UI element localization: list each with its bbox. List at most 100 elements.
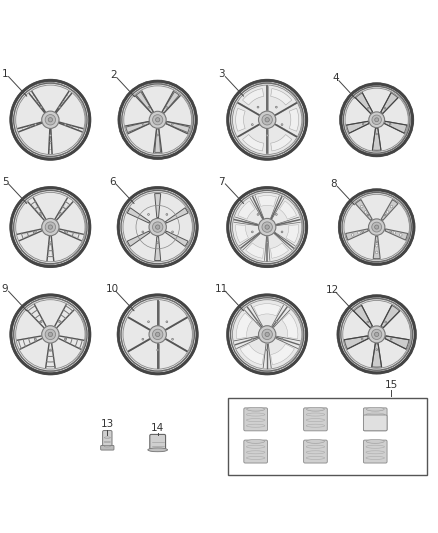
Ellipse shape: [257, 214, 259, 215]
Ellipse shape: [258, 219, 276, 236]
Polygon shape: [372, 128, 381, 150]
Ellipse shape: [42, 111, 59, 128]
Ellipse shape: [59, 321, 60, 322]
Ellipse shape: [230, 297, 305, 372]
Polygon shape: [127, 231, 150, 246]
Ellipse shape: [48, 332, 53, 336]
Ellipse shape: [374, 332, 379, 336]
Polygon shape: [24, 232, 32, 235]
Ellipse shape: [40, 321, 42, 322]
Ellipse shape: [390, 205, 393, 208]
Ellipse shape: [258, 326, 276, 343]
Ellipse shape: [389, 123, 391, 125]
Ellipse shape: [172, 338, 173, 340]
Ellipse shape: [375, 251, 378, 254]
Ellipse shape: [142, 338, 144, 340]
Ellipse shape: [49, 349, 51, 351]
Ellipse shape: [369, 112, 385, 128]
Ellipse shape: [351, 233, 354, 236]
Ellipse shape: [148, 214, 149, 215]
Ellipse shape: [152, 115, 163, 125]
Polygon shape: [246, 243, 264, 259]
Ellipse shape: [371, 329, 382, 340]
FancyBboxPatch shape: [304, 440, 327, 463]
Ellipse shape: [361, 338, 363, 340]
Polygon shape: [373, 236, 380, 259]
FancyBboxPatch shape: [364, 408, 387, 431]
Ellipse shape: [157, 349, 159, 351]
Ellipse shape: [360, 205, 363, 208]
Polygon shape: [279, 201, 297, 219]
Ellipse shape: [362, 123, 364, 125]
Ellipse shape: [384, 108, 386, 109]
Ellipse shape: [390, 231, 392, 232]
Ellipse shape: [372, 115, 381, 125]
Polygon shape: [35, 204, 40, 212]
Ellipse shape: [155, 118, 160, 122]
Ellipse shape: [49, 242, 51, 244]
Ellipse shape: [247, 440, 265, 443]
Ellipse shape: [385, 214, 386, 216]
Polygon shape: [238, 201, 255, 219]
Ellipse shape: [281, 338, 283, 340]
Polygon shape: [289, 108, 299, 131]
Polygon shape: [155, 129, 161, 152]
Ellipse shape: [262, 329, 272, 340]
Ellipse shape: [13, 297, 88, 372]
Polygon shape: [127, 208, 150, 223]
Ellipse shape: [266, 349, 268, 351]
Ellipse shape: [120, 297, 195, 372]
Ellipse shape: [281, 231, 283, 233]
Ellipse shape: [40, 214, 42, 215]
Ellipse shape: [155, 225, 160, 229]
Ellipse shape: [251, 338, 253, 340]
Bar: [228, 398, 427, 474]
Ellipse shape: [166, 107, 167, 108]
Polygon shape: [166, 122, 190, 133]
Text: 12: 12: [326, 285, 339, 295]
Ellipse shape: [262, 222, 272, 232]
Ellipse shape: [386, 211, 389, 213]
Polygon shape: [346, 122, 369, 133]
Ellipse shape: [45, 222, 56, 232]
Text: 7: 7: [219, 177, 225, 187]
Ellipse shape: [393, 231, 396, 234]
Text: 10: 10: [106, 284, 119, 294]
Ellipse shape: [148, 107, 149, 108]
Ellipse shape: [35, 124, 36, 125]
Ellipse shape: [307, 440, 325, 443]
Ellipse shape: [266, 134, 268, 136]
Ellipse shape: [59, 106, 60, 108]
Ellipse shape: [367, 108, 369, 109]
Polygon shape: [60, 204, 66, 212]
Ellipse shape: [13, 190, 88, 264]
Polygon shape: [385, 336, 409, 349]
Ellipse shape: [155, 332, 160, 336]
Text: 13: 13: [101, 419, 114, 430]
Ellipse shape: [257, 321, 259, 322]
Text: 11: 11: [215, 284, 229, 294]
Ellipse shape: [367, 321, 368, 323]
Polygon shape: [240, 344, 264, 365]
Ellipse shape: [276, 214, 277, 215]
Polygon shape: [355, 199, 372, 221]
Text: 4: 4: [332, 74, 339, 84]
Ellipse shape: [390, 338, 392, 340]
Ellipse shape: [374, 225, 379, 229]
Ellipse shape: [366, 440, 384, 443]
Polygon shape: [254, 304, 281, 316]
Polygon shape: [381, 93, 398, 114]
Ellipse shape: [364, 211, 367, 213]
Ellipse shape: [368, 326, 385, 343]
Polygon shape: [69, 232, 77, 235]
Ellipse shape: [35, 338, 36, 340]
Polygon shape: [372, 344, 381, 367]
FancyBboxPatch shape: [364, 440, 387, 463]
Polygon shape: [136, 92, 153, 113]
Ellipse shape: [152, 222, 163, 232]
Polygon shape: [166, 231, 188, 246]
Polygon shape: [271, 134, 292, 151]
Ellipse shape: [45, 329, 56, 340]
Ellipse shape: [265, 332, 269, 336]
Text: 3: 3: [219, 69, 225, 79]
